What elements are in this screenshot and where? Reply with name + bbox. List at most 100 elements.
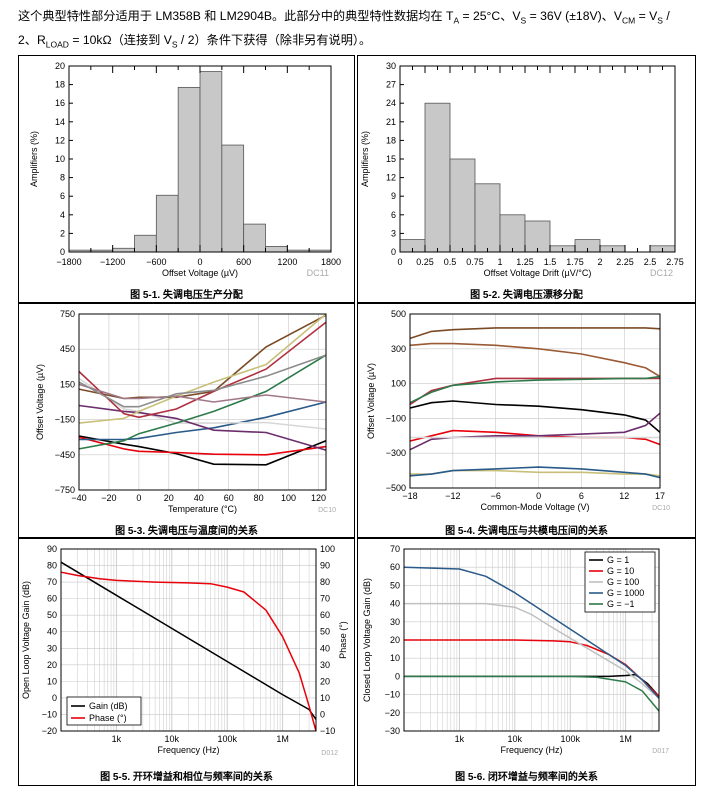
y-tick-label: 30 — [390, 617, 400, 627]
y-tick-label: −10 — [42, 709, 57, 719]
histogram-bar — [112, 247, 135, 253]
x-tick-label: −20 — [101, 493, 116, 503]
series-line-s9 — [409, 466, 661, 479]
y-tick-label: 9 — [391, 191, 396, 201]
x-tick-label: 0.5 — [444, 257, 457, 267]
y2-tick-label: 70 — [320, 594, 330, 604]
x-tick-label: 2.5 — [644, 257, 657, 267]
y-tick-label: 21 — [386, 117, 396, 127]
histogram-bar — [265, 246, 288, 253]
figure-5-2-chart: 0 0.25 0.5 0.75 1 1.25 1.5 1.75 2 2.25 2.5 2.75 0 3 6 9… — [360, 61, 684, 278]
figure-code: D012 — [321, 750, 338, 757]
series-line-g3 — [403, 566, 660, 699]
histogram-bar — [524, 220, 551, 253]
y-tick-label: 80 — [47, 561, 57, 571]
histogram-bar — [221, 144, 245, 253]
figure-5-1-panel: −1800 −1200 −600 0 600 1200 1800 0 2 4 6 8 10 12 14 16 1… — [18, 55, 355, 303]
intro-paragraph: 这个典型特性部分适用于 LM358B 和 LM2904B。此部分中的典型特性数据… — [18, 6, 708, 55]
x-tick-label: 600 — [236, 257, 251, 267]
figure-5-1-caption: 图 5-1. 失调电压生产分配 — [130, 290, 243, 301]
x-axis-label: Frequency (Hz) — [157, 745, 219, 755]
x-tick-label: 1k — [455, 734, 465, 744]
x-tick-label: 1200 — [277, 257, 297, 267]
y-tick-label: 450 — [60, 344, 75, 354]
y2-tick-label: 10 — [320, 693, 330, 703]
figure-5-4-caption: 图 5-4. 失调电压与共模电压间的关系 — [445, 526, 608, 537]
series-line-s5 — [78, 404, 327, 451]
series-line-g4 — [404, 675, 660, 712]
y2-tick-label: 60 — [320, 610, 330, 620]
x-tick-label: 0 — [197, 257, 202, 267]
histogram-bar — [424, 102, 451, 253]
y-tick-label: 12 — [386, 173, 396, 183]
y-tick-label: 50 — [47, 610, 57, 620]
x-tick-label: 1 — [497, 257, 502, 267]
x-tick-label: 2.25 — [616, 257, 634, 267]
x-tick-label: 17 — [655, 491, 665, 501]
y-tick-label: −20 — [42, 726, 57, 736]
x-tick-label: −1800 — [56, 257, 81, 267]
figure-5-2-panel: 0 0.25 0.5 0.75 1 1.25 1.5 1.75 2 2.25 2.5 2.75 0 3 6 9… — [357, 55, 696, 303]
y-tick-label: 10 — [390, 653, 400, 663]
series-line-phase — [60, 571, 317, 732]
legend-label: Phase (°) — [89, 713, 127, 723]
figure-code: DC11 — [307, 268, 329, 278]
y-axis-label: Amplifiers (%) — [29, 131, 39, 187]
histogram-bar — [199, 71, 223, 253]
series-line-s5 — [409, 375, 661, 404]
y-tick-label: 2 — [60, 228, 65, 238]
figure-5-5-chart: 1k 10k 100k 1M −20 −10 0 10 20 30 40 50 60 70 80 90 −10 0… — [21, 544, 348, 757]
histogram-bar — [474, 183, 501, 253]
x-tick-label: 1k — [112, 734, 122, 744]
legend-label: Gain (dB) — [89, 701, 128, 711]
figure-5-2-caption: 图 5-2. 失调电压漂移分配 — [470, 290, 583, 301]
y-tick-label: 6 — [391, 210, 396, 220]
y2-axis-label: Phase (°) — [338, 621, 348, 659]
y-tick-label: 300 — [391, 344, 406, 354]
plot-frame — [60, 548, 317, 732]
x-tick-label: 120 — [311, 493, 326, 503]
x-tick-label: 0.25 — [416, 257, 434, 267]
y-tick-label: −30 — [385, 726, 400, 736]
series-line-s2 — [78, 436, 327, 456]
y-tick-label: 90 — [47, 544, 57, 554]
legend-label: G = 1000 — [607, 588, 644, 598]
figure-5-3-panel: −40 −20 0 20 40 60 80 100 120 −750 −450 −150 150 450 7… — [18, 303, 355, 538]
x-tick-label: 1.75 — [566, 257, 584, 267]
y-tick-label: 0 — [395, 671, 400, 681]
x-tick-label: 1800 — [321, 257, 341, 267]
plot-frame — [403, 548, 660, 732]
figure-code: DC12 — [650, 268, 673, 278]
x-tick-label: 10k — [508, 734, 523, 744]
series-line-s7 — [409, 412, 661, 451]
y-axis-label: Open Loop Voltage Gain (dB) — [21, 581, 31, 699]
intro-line-1: 这个典型特性部分适用于 LM358B 和 LM2904B。此部分中的典型特性数据… — [18, 9, 670, 26]
y2-tick-label: 100 — [320, 544, 335, 554]
legend-label: G = 1 — [607, 555, 629, 565]
figure-5-6-panel: 1k 10k 100k 1M −30 −20 −10 0 10 20 30 40 50 60 70 Frequ… — [357, 538, 696, 786]
y-tick-label: 18 — [386, 135, 396, 145]
y2-tick-label: 90 — [320, 561, 330, 571]
y-tick-label: 60 — [390, 562, 400, 572]
figure-5-3-chart: −40 −20 0 20 40 60 80 100 120 −750 −450 −150 150 450 7… — [35, 309, 336, 514]
x-tick-label: −18 — [402, 491, 417, 501]
y-tick-label: 30 — [47, 643, 57, 653]
series-line-gaindb — [60, 561, 317, 720]
y-tick-label: 70 — [47, 577, 57, 587]
histogram-bar — [134, 234, 157, 253]
x-tick-label: 10k — [165, 734, 180, 744]
x-tick-label: −6 — [491, 491, 501, 501]
x-tick-label: −1200 — [100, 257, 125, 267]
y-tick-label: −10 — [385, 690, 400, 700]
series-line-g2 — [404, 602, 660, 699]
figure-5-5-caption: 图 5-5. 开环增益和相位与频率间的关系 — [100, 772, 273, 783]
legend-label: G = 10 — [607, 566, 634, 576]
series-line-s6 — [409, 400, 661, 433]
x-tick-label: 12 — [619, 491, 629, 501]
y-tick-label: 14 — [55, 117, 65, 127]
figure-5-6-chart: 1k 10k 100k 1M −30 −20 −10 0 10 20 30 40 50 60 70 Frequ… — [362, 544, 669, 755]
histogram-bar — [243, 223, 266, 253]
x-tick-label: 0 — [136, 493, 141, 503]
y-tick-label: 6 — [60, 191, 65, 201]
y-tick-label: 3 — [391, 228, 396, 238]
